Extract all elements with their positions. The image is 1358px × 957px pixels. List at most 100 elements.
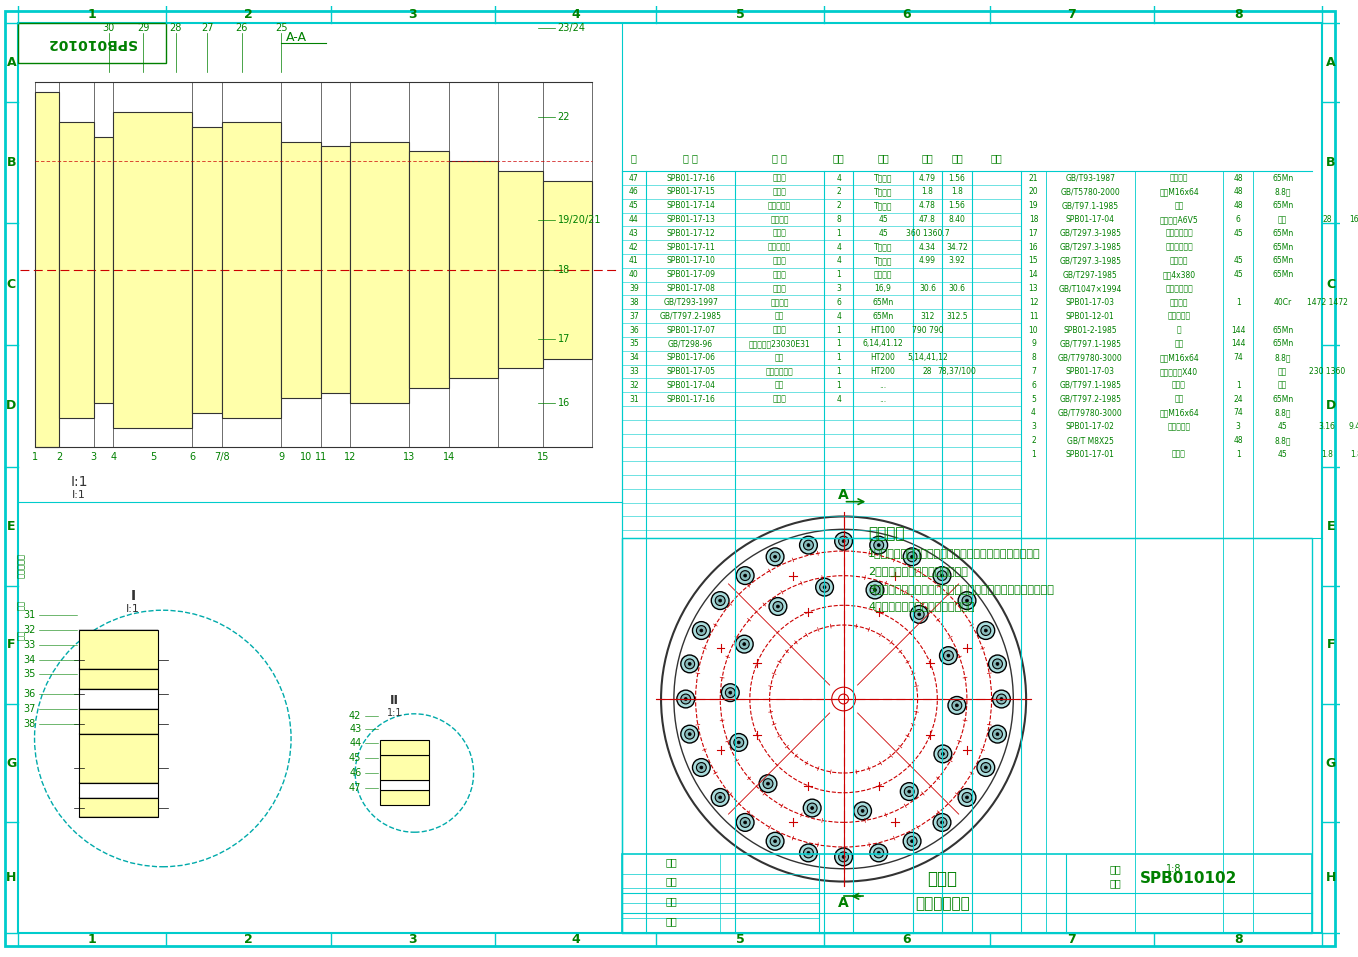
Text: 序: 序 (631, 153, 637, 164)
Text: GB/T79780-3000: GB/T79780-3000 (1058, 409, 1123, 417)
Text: GB/T M8X25: GB/T M8X25 (1067, 436, 1114, 445)
Text: 适用件序号: 适用件序号 (18, 553, 26, 578)
Circle shape (911, 839, 914, 843)
Circle shape (866, 581, 884, 599)
Text: GB/T297-1985: GB/T297-1985 (1063, 270, 1118, 279)
Text: SPB01-17-10: SPB01-17-10 (667, 256, 716, 265)
Text: 37: 37 (23, 704, 35, 714)
Text: 端盖: 端盖 (775, 381, 784, 389)
Circle shape (743, 643, 746, 646)
Text: SPB01-17-02: SPB01-17-02 (1066, 422, 1115, 432)
Text: 16: 16 (1029, 243, 1039, 252)
Circle shape (873, 589, 876, 591)
Circle shape (712, 789, 729, 807)
Text: 16,9: 16,9 (875, 284, 891, 293)
Text: 65Mn: 65Mn (1272, 243, 1293, 252)
Text: 垫片: 垫片 (1175, 340, 1184, 348)
Text: II: II (390, 694, 399, 707)
Text: 8: 8 (1234, 9, 1243, 21)
Bar (449, 162, 498, 378)
Text: T型焊接: T型焊接 (873, 188, 892, 196)
Text: 11: 11 (1029, 312, 1039, 321)
Circle shape (941, 821, 944, 824)
Text: 12: 12 (1029, 298, 1039, 307)
Circle shape (956, 704, 959, 707)
Text: 1: 1 (837, 381, 841, 389)
Text: 18: 18 (557, 265, 570, 275)
Text: 更改: 更改 (18, 630, 26, 640)
Text: 30.6: 30.6 (919, 284, 936, 293)
Text: 成品: 成品 (1278, 367, 1287, 376)
Circle shape (716, 595, 725, 606)
Bar (79, 709, 158, 734)
Bar (79, 669, 158, 689)
Text: 4.79: 4.79 (919, 173, 936, 183)
Text: T型焊接: T型焊接 (873, 256, 892, 265)
Text: 1: 1 (837, 367, 841, 376)
Text: 螺栓M16x64: 螺栓M16x64 (1160, 409, 1199, 417)
Text: 45: 45 (879, 229, 888, 238)
Circle shape (907, 836, 917, 846)
Text: 支承座: 支承座 (773, 325, 786, 335)
Text: 成品: 成品 (1278, 381, 1287, 389)
Text: 23/24: 23/24 (557, 23, 585, 33)
Text: SPB01-17-03: SPB01-17-03 (1066, 298, 1115, 307)
Text: 4: 4 (837, 173, 841, 183)
Text: 46: 46 (629, 188, 638, 196)
Text: C: C (7, 278, 16, 291)
Circle shape (976, 622, 994, 639)
Text: 刮刀刀座: 刮刀刀座 (770, 215, 789, 224)
Text: 15: 15 (536, 453, 549, 462)
Text: 36: 36 (23, 689, 35, 699)
Text: 39: 39 (629, 284, 638, 293)
Text: GB/T797.2-1985: GB/T797.2-1985 (660, 312, 721, 321)
Circle shape (676, 690, 694, 708)
Circle shape (839, 536, 849, 546)
Text: 4.78: 4.78 (919, 201, 936, 211)
Text: I: I (130, 590, 136, 603)
Circle shape (993, 729, 1002, 739)
Text: 圆锥滚子: 圆锥滚子 (1169, 256, 1188, 265)
Text: SPB01-17-16: SPB01-17-16 (667, 394, 716, 404)
Circle shape (684, 659, 694, 669)
Text: 版次: 版次 (18, 600, 26, 611)
Text: 1.8: 1.8 (922, 188, 933, 196)
Circle shape (770, 836, 779, 846)
Circle shape (904, 787, 914, 796)
Text: 43: 43 (349, 723, 361, 734)
Text: 垫片: 垫片 (775, 312, 784, 321)
Text: 30: 30 (102, 23, 114, 33)
Circle shape (997, 694, 1006, 704)
Bar (60, 122, 94, 418)
Text: 6: 6 (1236, 215, 1241, 224)
Circle shape (737, 741, 740, 744)
Circle shape (933, 567, 951, 585)
Text: 1: 1 (1031, 450, 1036, 458)
Text: 31: 31 (23, 611, 35, 620)
Circle shape (729, 691, 732, 694)
Text: 3: 3 (409, 9, 417, 21)
Text: 3.16: 3.16 (1319, 422, 1335, 432)
Circle shape (835, 532, 853, 550)
Text: 65Mn: 65Mn (1272, 201, 1293, 211)
Circle shape (699, 766, 703, 769)
Text: 8.8级: 8.8级 (1274, 353, 1291, 362)
Text: 1: 1 (31, 453, 38, 462)
Circle shape (947, 655, 949, 657)
Bar (79, 798, 158, 817)
Text: 14: 14 (443, 453, 455, 462)
Text: GB/T797.1-1985: GB/T797.1-1985 (1059, 381, 1122, 389)
Text: 大刀盘: 大刀盘 (773, 270, 786, 279)
Text: 角接触轴承23030E31: 角接触轴承23030E31 (748, 340, 811, 348)
Circle shape (941, 574, 944, 577)
Circle shape (804, 848, 813, 857)
Bar (114, 112, 193, 428)
Text: ...: ... (880, 381, 887, 389)
Text: 2: 2 (1031, 436, 1036, 445)
Bar (380, 741, 429, 755)
Circle shape (959, 591, 976, 610)
Circle shape (993, 690, 1010, 708)
Circle shape (877, 852, 880, 855)
Circle shape (816, 578, 834, 596)
Text: 42: 42 (349, 711, 361, 721)
